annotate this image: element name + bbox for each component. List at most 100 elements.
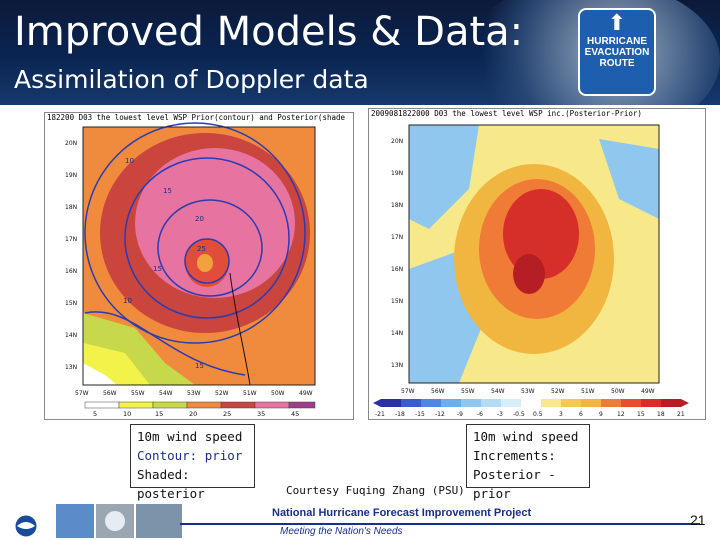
lat-tick-label: 13N [65,364,77,371]
lon-tick-label: 56W [431,388,445,395]
lat-tick-label: 18N [65,204,77,211]
colorbar-tick-label: 35 [257,410,265,418]
right-map-negative-region [409,125,479,229]
title-banner: Improved Models & Data: Assimilation of … [0,0,720,105]
contour-label: 20 [195,215,204,223]
lon-tick-label: 55W [461,388,475,395]
left-map-header: 182200 D03 the lowest level WSP Prior(co… [47,113,346,122]
right-map-plot: 20N 19N 18N 17N 16N 15N 14N 13N 57W 56W … [373,124,689,418]
colorbar-tick-label: -3 [497,411,503,418]
legend-line: Increments: [473,448,556,463]
left-map-contour [84,311,246,376]
lat-tick-label: 15N [391,298,403,305]
hurricane-eye-icon [105,511,125,531]
left-map-contour [184,238,230,284]
colorbar-tick-label: 18 [657,411,665,418]
footer-title: National Hurricane Forecast Improvement … [272,507,532,519]
lon-tick-label: 53W [521,388,535,395]
colorbar-tick-label: 25 [223,410,231,418]
footer-divider [180,523,700,525]
left-map-land-region [83,363,117,385]
lat-tick-label: 16N [65,268,77,275]
lat-tick-label: 15N [65,300,77,307]
colorbar-tick-label: 15 [155,410,163,418]
colorbar-tick-label: 21 [677,411,685,418]
colorbar-tick-label: 20 [189,410,197,418]
colorbar-tick-label: -0.5 [513,411,525,418]
lon-tick-label: 56W [103,390,117,397]
lat-tick-label: 13N [391,362,403,369]
contour-label: 15 [153,265,162,273]
right-colorbar [373,399,689,407]
legend-line: Posterior - prior [473,467,556,501]
map-thumbnail [56,504,94,538]
colorbar-tick-label: 5 [93,410,97,418]
colorbar-tick-label: -12 [435,411,445,418]
lat-tick-label: 20N [65,140,77,147]
sign-line: ROUTE [599,58,635,69]
lon-tick-label: 50W [611,388,625,395]
colorbar-tick-label: 9 [599,411,603,418]
sign-line: EVACUATION [584,47,650,58]
colorbar-tick-label: 10 [123,410,131,418]
sign-line: HURRICANE [587,36,647,47]
contour-label: 15 [163,187,172,195]
left-map-contour [84,122,306,344]
credit-text: Courtesy Fuqing Zhang (PSU) [286,484,465,497]
lon-tick-label: 57W [75,390,89,397]
footer-subtitle: Meeting the Nation's Needs [280,526,403,537]
legend-line: Shaded: posterior [137,467,205,501]
legend-line: 10m wind speed [473,429,579,444]
left-map-plot: 10 15 20 25 15 10 15 20N 19N 18N 17N 16N… [65,122,316,418]
lat-tick-label: 16N [391,266,403,273]
left-map-contour [124,157,290,319]
colorbar-tick-label: 6 [579,411,583,418]
lat-tick-label: 19N [65,172,77,179]
lat-tick-label: 18N [391,202,403,209]
clouds-thumbnail [136,504,182,538]
legend-line: 10m wind speed [137,429,243,444]
colorbar-tick-label: -18 [395,411,405,418]
slide-title: Improved Models & Data: [14,9,524,55]
left-colorbar [84,401,316,409]
contour-label: 15 [195,362,204,370]
lat-tick-label: 17N [391,234,403,241]
colorbar-tick-label: 45 [291,410,299,418]
colorbar-tick-label: 3 [559,411,563,418]
colorbar-tick-label: 15 [637,411,645,418]
right-map-negative-region [599,139,659,219]
left-map-eye [197,254,213,272]
left-map-contour [157,199,263,297]
footer-thumbnail-strip [14,504,182,538]
right-map-frame [408,124,660,384]
lon-tick-label: 49W [641,388,655,395]
hurricane-evacuation-route-sign: ⬆ HURRICANE EVACUATION ROUTE [578,8,656,96]
lat-tick-label: 14N [391,330,403,337]
lon-tick-label: 49W [299,390,313,397]
lat-tick-label: 19N [391,170,403,177]
lon-tick-label: 53W [187,390,201,397]
right-map-header: 2009081822000 D03 the lowest level WSP i… [371,109,642,118]
contour-label: 10 [125,157,134,165]
lat-tick-label: 17N [65,236,77,243]
left-map-frame [82,126,316,386]
colorbar-tick-label: 12 [617,411,625,418]
legend-line: Contour: prior [137,448,243,463]
up-arrow-icon: ⬆ [607,11,627,36]
right-wind-increment-map: 2009081822000 D03 the lowest level WSP i… [368,108,706,420]
lon-tick-label: 51W [243,390,257,397]
lat-tick-label: 14N [65,332,77,339]
left-map-legend-box: 10m wind speed Contour: prior Shaded: po… [130,424,255,501]
lon-tick-label: 55W [131,390,145,397]
lon-tick-label: 52W [215,390,229,397]
left-map-coastline [229,272,251,386]
lon-tick-label: 54W [491,388,505,395]
lon-tick-label: 57W [401,388,415,395]
left-wind-speed-map: 182200 D03 the lowest level WSP Prior(co… [44,112,354,420]
slide-subtitle: Assimilation of Doppler data [14,65,369,94]
lat-tick-label: 20N [391,138,403,145]
colorbar-tick-label: 0.5 [533,411,543,418]
colorbar-tick-label: -15 [415,411,425,418]
lon-tick-label: 51W [581,388,595,395]
left-map-core-wind-ring [135,148,295,298]
